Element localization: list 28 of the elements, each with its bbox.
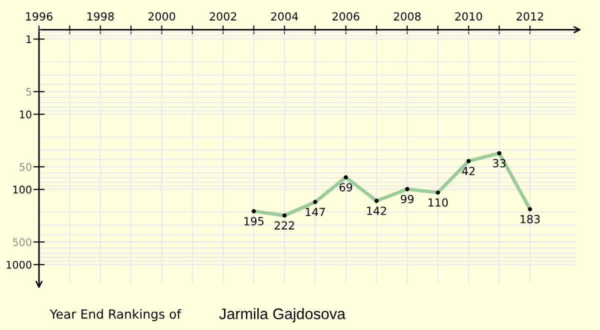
y-tick-label: 1 <box>26 35 32 44</box>
text: Jarmila Gajdosova <box>219 308 346 322</box>
data-label: 222 <box>274 221 294 230</box>
data-label: 99 <box>400 194 414 204</box>
y-tick-label: 5 <box>26 88 32 96</box>
y-tick-label: 100 <box>13 186 32 194</box>
data-label: 195 <box>244 216 264 226</box>
text: Year End Rankings of <box>50 309 182 322</box>
y-tick-label: 50 <box>20 163 32 171</box>
x-tick-label: 1996 <box>26 12 52 21</box>
data-label: 183 <box>520 214 540 224</box>
x-tick-label: 2000 <box>148 12 176 21</box>
x-tick-label: 2002 <box>210 12 236 21</box>
x-tick-label: 1998 <box>87 12 114 21</box>
data-label: 33 <box>493 158 506 168</box>
x-tick-label: 2008 <box>394 12 421 21</box>
data-label: 42 <box>462 166 475 176</box>
y-tick-label: 10 <box>20 110 32 118</box>
data-label: 142 <box>367 206 386 215</box>
data-label: 110 <box>428 198 448 207</box>
x-tick-label: 2006 <box>332 12 360 21</box>
data-label: 69 <box>340 183 352 192</box>
x-tick-label: 2004 <box>271 12 298 21</box>
y-tick-label: 1000 <box>6 260 32 269</box>
x-tick-label: 2012 <box>516 12 543 21</box>
y-tick-label: 500 <box>12 238 32 246</box>
data-label: 147 <box>306 208 325 216</box>
x-tick-label: 2010 <box>455 12 482 21</box>
